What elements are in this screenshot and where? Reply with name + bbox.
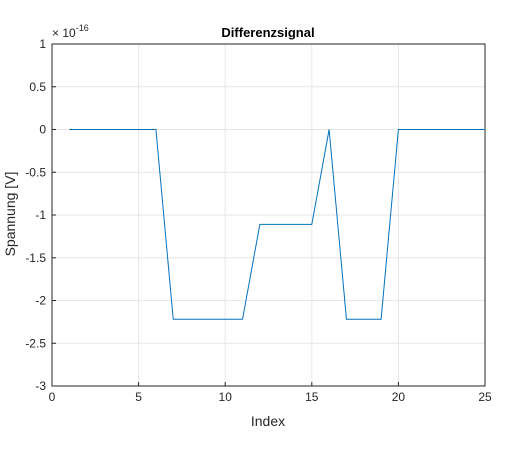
y-tick-label: -0.5: [25, 165, 46, 179]
x-tick-label: 0: [49, 390, 56, 404]
x-tick-label: 15: [305, 390, 319, 404]
x-tick-label: 20: [392, 390, 406, 404]
y-axis-label: Spannung [V]: [2, 172, 18, 257]
tick-layer: 0 5 10 15 20 25 1 0.5 0 -0.5 -1 -1.5 -2 -2.5 -3: [25, 37, 492, 404]
x-tick-label: 10: [219, 390, 233, 404]
series-line: [69, 129, 485, 320]
grid-layer: [51, 43, 486, 387]
x-axis-label: Index: [251, 413, 285, 429]
y-tick-label: -3: [35, 379, 46, 393]
y-tick-label: -2.5: [25, 336, 46, 350]
y-tick-label: -1.5: [25, 251, 46, 265]
x-tick-label: 25: [478, 390, 492, 404]
y-tick-label: -1: [35, 208, 46, 222]
y-tick-label: 0: [39, 123, 46, 137]
y-tick-label: 0.5: [29, 80, 46, 94]
y-exponent-label: × 10-16: [52, 23, 89, 40]
y-exponent-power: -16: [76, 23, 89, 33]
y-tick-label: 1: [39, 37, 46, 51]
y-tick-label: -2: [35, 294, 46, 308]
y-exponent-base: × 10: [52, 26, 76, 40]
series-layer: [69, 129, 485, 320]
chart-title: Differenzsignal: [221, 25, 314, 40]
x-tick-label: 5: [135, 390, 142, 404]
